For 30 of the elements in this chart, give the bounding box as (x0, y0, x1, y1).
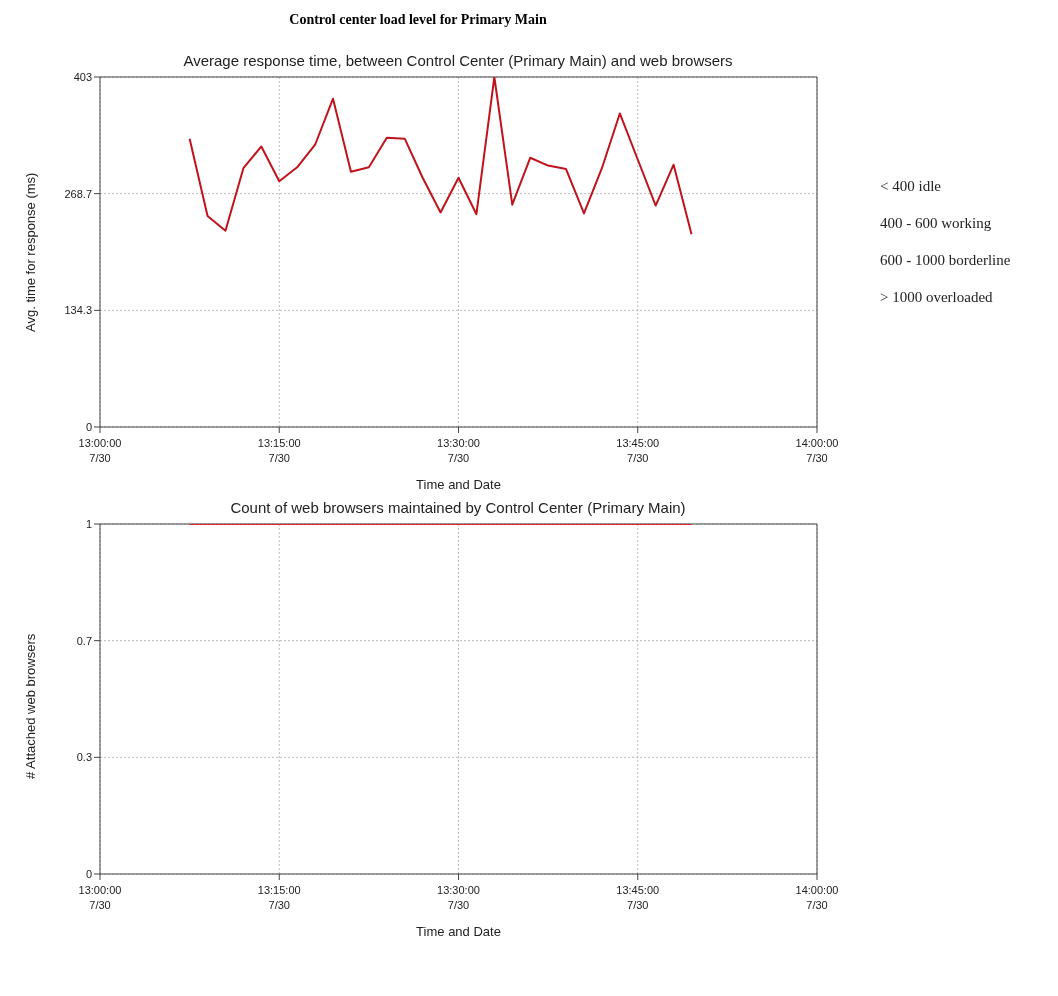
text: 400 - 600 working (880, 215, 993, 233)
text: < 400 idle (880, 178, 942, 196)
text: > 1000 overloaded (880, 289, 994, 307)
x-tick-label: 13:15:00 7/30 (257, 437, 301, 464)
x-tick-label: 13:30:00 7/30 (437, 437, 480, 464)
x-tick-label: 13:15:00 7/30 (257, 884, 301, 911)
y-tick-label: 268.7 (64, 187, 92, 200)
x-tick-label: 13:00:00 7/30 (78, 437, 122, 464)
y-tick-label: 0.7 (76, 634, 92, 647)
chart-title: Count of web browsers maintained by Control Center (Primary Main) (229, 499, 687, 516)
chart-title: Control center load level for Primary Main (288, 11, 548, 29)
y-tick-label: 0 (85, 420, 92, 433)
y-axis-title: Avg. time for response (ms) (22, 172, 38, 332)
y-tick-label: 1 (85, 517, 92, 530)
line-series (188, 77, 693, 236)
x-tick-label: 13:00:00 7/30 (78, 884, 122, 911)
chart-subtitle: Average response time, between Control Center (Primary Main) and web browsers (182, 52, 734, 69)
y-tick-label: 403 (73, 70, 92, 83)
x-tick-label: 13:30:00 7/30 (437, 884, 480, 911)
x-tick-label: 13:45:00 7/30 (616, 884, 660, 911)
y-tick-label: 0.3 (76, 751, 92, 764)
x-tick-label: 14:00:00 7/30 (795, 437, 839, 464)
y-tick-label: 0 (85, 867, 92, 880)
y-tick-label: 134.3 (64, 304, 92, 317)
x-axis-title: Time and Date (416, 924, 501, 939)
x-tick-label: 14:00:00 7/30 (795, 884, 839, 911)
text: 600 - 1000 borderline (880, 252, 1011, 270)
x-axis-title: Time and Date (416, 477, 501, 492)
y-axis-title: # Attached web browsers (22, 633, 38, 779)
x-tick-label: 13:45:00 7/30 (616, 437, 660, 464)
